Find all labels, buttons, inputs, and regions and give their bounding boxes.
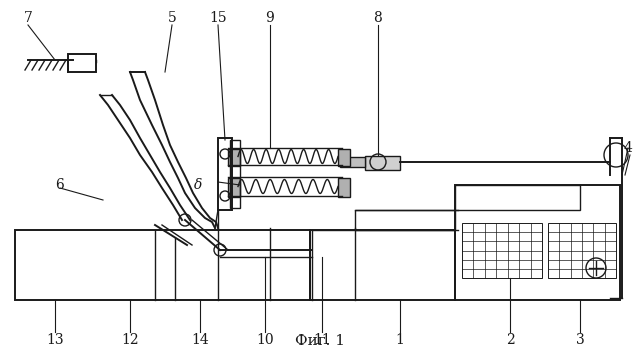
Bar — [15, 230, 310, 300]
Bar — [228, 178, 240, 197]
Text: 1: 1 — [396, 333, 404, 347]
Text: 5: 5 — [168, 11, 177, 25]
Text: 7: 7 — [24, 11, 33, 25]
Text: δ: δ — [194, 178, 202, 192]
Bar — [462, 223, 542, 278]
Bar — [365, 156, 400, 170]
Bar — [355, 210, 455, 230]
Text: 4: 4 — [623, 141, 632, 155]
Text: Фиг. 1: Фиг. 1 — [295, 334, 345, 348]
Text: 10: 10 — [256, 333, 274, 347]
Bar — [340, 157, 365, 167]
Bar — [218, 138, 232, 210]
Text: 9: 9 — [266, 11, 275, 25]
Bar — [455, 185, 620, 300]
Text: 2: 2 — [506, 333, 515, 347]
Bar — [68, 54, 96, 72]
Bar — [228, 149, 240, 166]
Bar — [548, 223, 616, 278]
Bar — [230, 140, 240, 208]
Text: 11: 11 — [313, 333, 331, 347]
Bar — [455, 185, 580, 210]
Text: 6: 6 — [56, 178, 65, 192]
Bar — [310, 230, 455, 300]
Text: 15: 15 — [209, 11, 227, 25]
Text: 13: 13 — [46, 333, 64, 347]
Text: 12: 12 — [121, 333, 139, 347]
Text: 8: 8 — [374, 11, 382, 25]
Text: 14: 14 — [191, 333, 209, 347]
Text: 3: 3 — [575, 333, 584, 347]
Bar — [338, 149, 350, 166]
Bar — [338, 178, 350, 197]
